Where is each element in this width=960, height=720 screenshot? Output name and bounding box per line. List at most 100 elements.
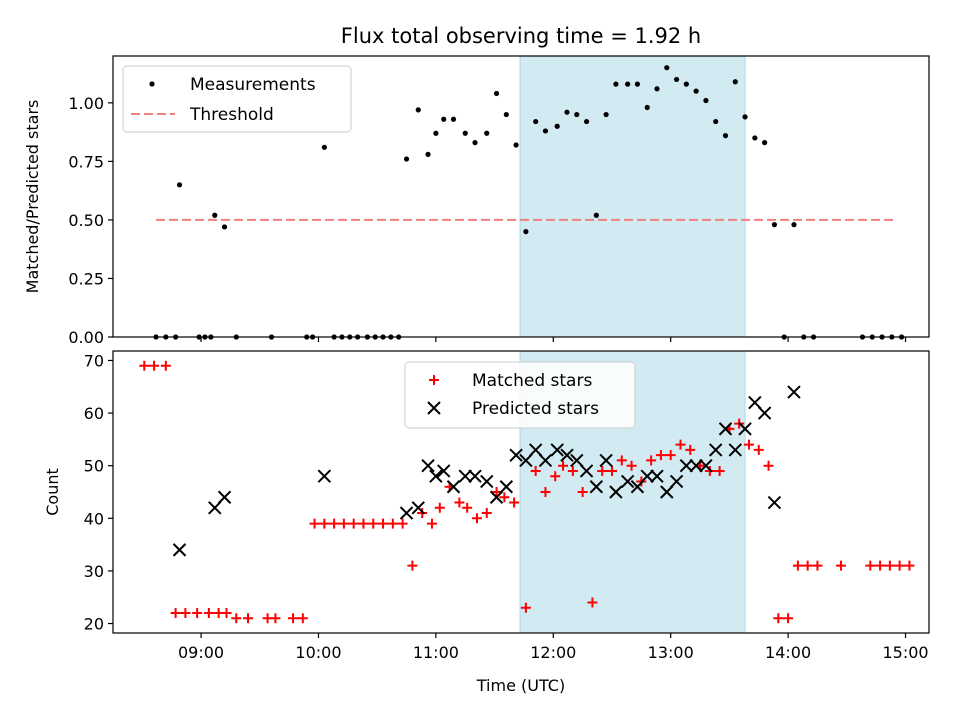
measurement-point: [654, 86, 660, 92]
axes-frame: [112, 55, 930, 338]
matched-star-point: [530, 465, 541, 476]
x-tick-label: 12:00: [530, 643, 576, 662]
matched-star-point: [792, 560, 803, 571]
measurement-point: [403, 156, 410, 162]
measurement-point: [441, 116, 447, 122]
measurement-point: [732, 79, 738, 85]
matched-star-point: [812, 560, 823, 571]
matched-star-point: [835, 560, 846, 571]
matched-star-point: [319, 518, 330, 529]
matched-star-point: [426, 518, 437, 529]
matched-star-point: [454, 497, 465, 508]
y-axis-label: Count: [43, 468, 62, 516]
measurement-point: [321, 144, 327, 150]
legend-measurements-marker: [149, 81, 155, 87]
measurement-point: [752, 135, 758, 141]
measurement-point: [703, 97, 709, 104]
matched-star-point: [243, 613, 254, 624]
matched-star-point: [665, 450, 676, 461]
y-tick-label: 50: [84, 457, 104, 476]
matched-star-point: [407, 560, 418, 571]
x-axis-label: Time (UTC): [476, 676, 565, 695]
legend-matched-label: Matched stars: [472, 371, 592, 391]
y-tick-label: 30: [84, 562, 104, 581]
matched-star-point: [297, 613, 308, 624]
predicted-star-point: [560, 448, 574, 462]
x-tick-label: 10:00: [295, 643, 341, 662]
measurement-point: [603, 111, 609, 118]
predicted-star-point: [767, 495, 782, 510]
y-tick-label: 0.00: [68, 328, 104, 347]
top-panel: 0.00 0.25 0.50 0.75 1.00 Matched/Predicted st…: [23, 55, 930, 347]
matched-star-point: [763, 460, 774, 471]
matched-star-point: [358, 518, 369, 529]
predicted-star-point: [748, 395, 762, 410]
measurement-point: [542, 128, 549, 134]
matched-star-point: [368, 518, 379, 529]
measurement-point: [523, 229, 529, 235]
measurement-point: [625, 81, 631, 87]
matched-star-point: [160, 360, 171, 371]
measurement-point: [472, 140, 478, 146]
matched-star-point: [577, 487, 588, 497]
measurement-point: [634, 81, 641, 87]
predicted-star-point: [669, 474, 684, 489]
matched-star-point: [338, 518, 349, 529]
matched-star-point: [378, 518, 389, 529]
matched-star-point: [646, 455, 657, 466]
y-tick-label: 60: [84, 404, 104, 423]
predicted-star-point: [489, 490, 504, 504]
measurement-point: [613, 81, 619, 87]
matched-star-point: [783, 613, 794, 624]
y-tick-label: 0.25: [68, 269, 104, 288]
matched-star-point: [884, 560, 895, 571]
y-tick-label: 40: [84, 509, 104, 528]
predicted-star-point: [429, 469, 443, 483]
measurement-point: [221, 224, 228, 230]
legend-matched-marker: [429, 375, 439, 385]
matched-star-point: [597, 465, 608, 476]
matched-star-point: [540, 487, 551, 497]
predicted-star-point: [728, 443, 742, 457]
matched-star-point: [309, 518, 320, 529]
predicted-star-point: [411, 501, 425, 515]
predicted-star-point: [499, 480, 514, 494]
matched-star-point: [626, 460, 637, 471]
measurement-point: [644, 104, 650, 111]
measurement-point: [533, 118, 539, 125]
measurement-point: [574, 111, 580, 118]
legend: Measurements Threshold: [122, 65, 352, 133]
predicted-star-point: [550, 443, 564, 457]
figure-title: Flux total observing time = 1.92 h: [341, 24, 701, 48]
predicted-star-point: [570, 453, 584, 468]
predicted-star-point: [579, 464, 594, 478]
x-tick-label: 09:00: [178, 643, 224, 662]
matched-star-point: [288, 613, 299, 624]
predicted-star-point: [436, 464, 451, 478]
measurement-point: [462, 130, 468, 136]
matched-star-point: [773, 613, 784, 624]
predicted-star-point: [458, 469, 472, 483]
legend-box: [122, 65, 352, 133]
matched-star-point: [567, 465, 578, 476]
matched-star-point: [270, 613, 281, 624]
predicted-star-point: [528, 443, 543, 457]
matched-star-point: [675, 439, 686, 450]
measurement-point: [583, 118, 590, 125]
matched-star-point: [509, 497, 520, 508]
matched-star-point: [192, 608, 203, 619]
predicted-star-point: [217, 490, 232, 504]
matched-star-point: [802, 560, 813, 571]
predicted-star-point: [689, 458, 703, 473]
y-tick-label: 1.00: [68, 94, 104, 113]
matched-star-point: [499, 492, 510, 503]
measurement-point: [554, 123, 560, 129]
measurement-point: [493, 90, 500, 97]
measurement-point: [564, 109, 570, 115]
matched-star-point: [203, 608, 214, 619]
y-axis-label: Matched/Predicted stars: [23, 100, 42, 294]
matched-star-point: [329, 518, 340, 529]
matched-star-point: [875, 560, 886, 571]
measurement-point: [693, 88, 699, 94]
